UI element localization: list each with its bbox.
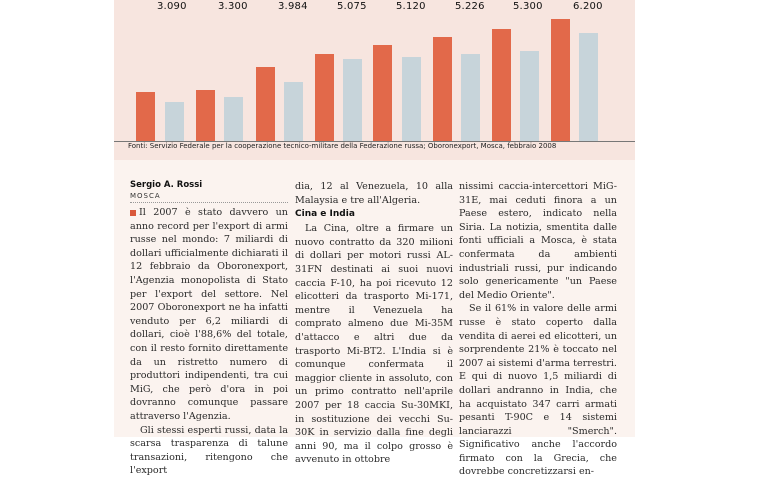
bar-chart: 3.090 3.300 3.984 5.075 5.120 5.226 5.30…	[114, 0, 635, 160]
value-label: 5.120	[396, 1, 426, 12]
paragraph: La Cina, oltre a firmare un nuovo contra…	[295, 223, 453, 466]
value-label: 5.300	[513, 1, 543, 12]
bar-grey-6	[461, 54, 480, 141]
paragraph: dia, 12 al Venezuela, 10 alla Malaysia e…	[295, 181, 453, 206]
bar-grey-5	[402, 57, 421, 141]
bar-grey-8	[579, 33, 598, 141]
bar-red-7	[492, 29, 511, 141]
bar-red-6	[433, 37, 452, 141]
value-label: 3.090	[157, 1, 187, 12]
chart-baseline	[114, 141, 635, 142]
chart-source: Fonti: Servizio Federale per la cooperaz…	[128, 142, 557, 150]
value-label: 5.075	[337, 1, 367, 12]
bar-red-4	[315, 54, 334, 141]
bar-red-1	[136, 92, 155, 141]
paragraph-marker-icon	[130, 209, 136, 216]
bar-grey-7	[520, 51, 539, 141]
paragraph: Se il 61% in valore delle armi russe è s…	[459, 303, 617, 478]
article-column-2: dia, 12 al Venezuela, 10 alla Malaysia e…	[295, 180, 453, 467]
paragraph: Gli stessi esperti russi, data la scarsa…	[130, 424, 288, 477]
bar-grey-4	[343, 59, 362, 141]
bar-red-3	[256, 67, 275, 141]
bar-red-2	[196, 90, 215, 141]
dateline: MOSCA	[130, 191, 288, 203]
bar-red-5	[373, 45, 392, 141]
subhead: Cina e India	[295, 209, 355, 220]
bar-grey-2	[224, 97, 243, 141]
bar-grey-3	[284, 82, 303, 141]
paragraph: Il 2007 è stato davvero un anno record p…	[130, 207, 288, 422]
value-label: 6.200	[573, 1, 603, 12]
value-label: 3.300	[218, 1, 248, 12]
article-column-3: nissimi caccia-intercettori MiG-31E, mai…	[459, 180, 617, 479]
author: Sergio A. Rossi	[130, 180, 203, 190]
bar-grey-1	[165, 102, 184, 141]
article-column-1: Sergio A. Rossi MOSCA Il 2007 è stato da…	[130, 180, 288, 478]
value-label: 3.984	[278, 1, 308, 12]
newspaper-page: 3.090 3.300 3.984 5.075 5.120 5.226 5.30…	[114, 0, 635, 477]
paragraph: nissimi caccia-intercettori MiG-31E, mai…	[459, 181, 617, 301]
bar-red-8	[551, 19, 570, 141]
value-label: 5.226	[455, 1, 485, 12]
